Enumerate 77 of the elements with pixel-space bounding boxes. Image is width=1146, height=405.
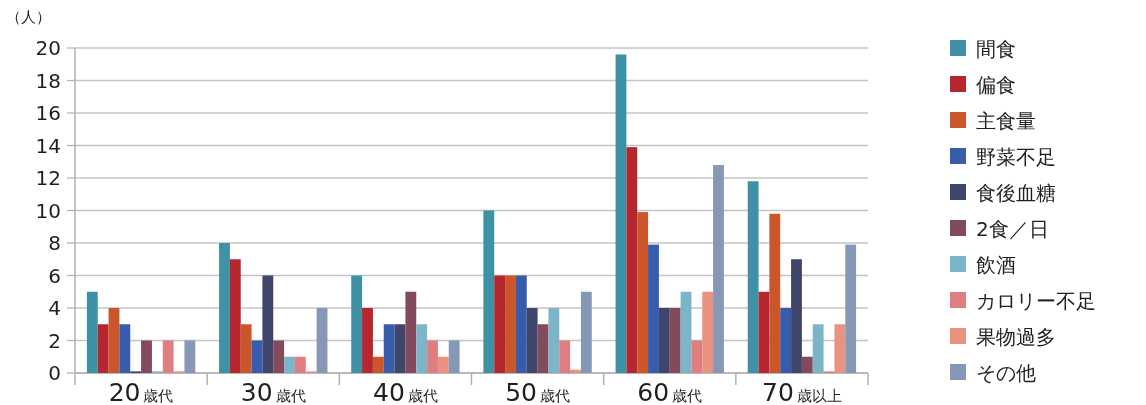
bar [86, 291, 98, 373]
bar [405, 291, 417, 373]
bar [219, 243, 230, 373]
bar [240, 324, 252, 373]
bar [626, 147, 638, 373]
y-tick-label: 0 [48, 361, 61, 385]
bar [494, 275, 506, 373]
bar [812, 324, 824, 373]
bar [537, 324, 549, 373]
bar [394, 324, 406, 373]
bar [97, 324, 109, 373]
bar [758, 291, 770, 373]
y-tick-label: 6 [48, 263, 61, 288]
y-tick-label: 4 [48, 296, 61, 320]
bar [162, 340, 174, 373]
y-tick-label: 16 [35, 101, 61, 125]
bar [372, 356, 384, 373]
bar [383, 324, 395, 373]
bar [747, 181, 759, 373]
bar [791, 259, 802, 373]
y-axis-title: （人） [6, 8, 51, 26]
bar [713, 165, 724, 373]
bar [229, 259, 241, 373]
bar [769, 213, 781, 373]
bar [437, 356, 449, 373]
y-tick-label: 12 [35, 166, 61, 190]
bar [251, 340, 263, 373]
bar [680, 291, 692, 373]
legend-label: 偏食 [976, 73, 1016, 97]
bar [702, 291, 714, 373]
y-tick-label: 8 [48, 231, 61, 255]
y-tick-label: 20 [35, 36, 61, 60]
legend-label: 食後血糖 [976, 181, 1056, 205]
bar [362, 308, 373, 373]
bar [559, 340, 571, 373]
y-tick-label: 14 [35, 133, 61, 158]
bar [184, 340, 196, 373]
bar [648, 244, 659, 373]
bar [834, 324, 846, 373]
legend-label: 野菜不足 [976, 145, 1056, 169]
bar [801, 356, 813, 373]
legend-label: その他 [976, 361, 1036, 385]
bar [548, 308, 560, 373]
bar [780, 308, 792, 373]
bar [316, 308, 328, 373]
legend-label: 果物過多 [976, 325, 1056, 349]
bar [580, 291, 592, 373]
legend-label: カロリー不足 [976, 289, 1096, 313]
bar [351, 275, 363, 373]
bar [515, 275, 527, 373]
bar [505, 275, 516, 373]
bar [448, 340, 460, 373]
bar [294, 356, 306, 373]
legend-label: 間食 [976, 37, 1016, 61]
bar [637, 212, 649, 373]
y-tick-label: 2 [48, 328, 61, 353]
bar [615, 54, 627, 373]
bar [141, 340, 152, 373]
bar [284, 356, 295, 373]
bar [658, 308, 670, 373]
bar [119, 324, 131, 373]
bar [845, 244, 857, 373]
bar [262, 275, 274, 373]
bar [416, 324, 428, 373]
legend-label: 2食／日 [976, 217, 1049, 241]
bar [526, 308, 538, 373]
y-tick-label: 18 [35, 68, 61, 93]
y-tick-label: 10 [35, 198, 61, 223]
legend-label: 主食量 [976, 109, 1036, 133]
legend-label: 飲酒 [976, 253, 1016, 277]
bar [669, 308, 681, 373]
bar [273, 340, 285, 373]
bar [427, 340, 438, 373]
bar [691, 340, 703, 373]
bar [483, 210, 495, 373]
bar [108, 308, 120, 373]
bar [570, 369, 581, 373]
